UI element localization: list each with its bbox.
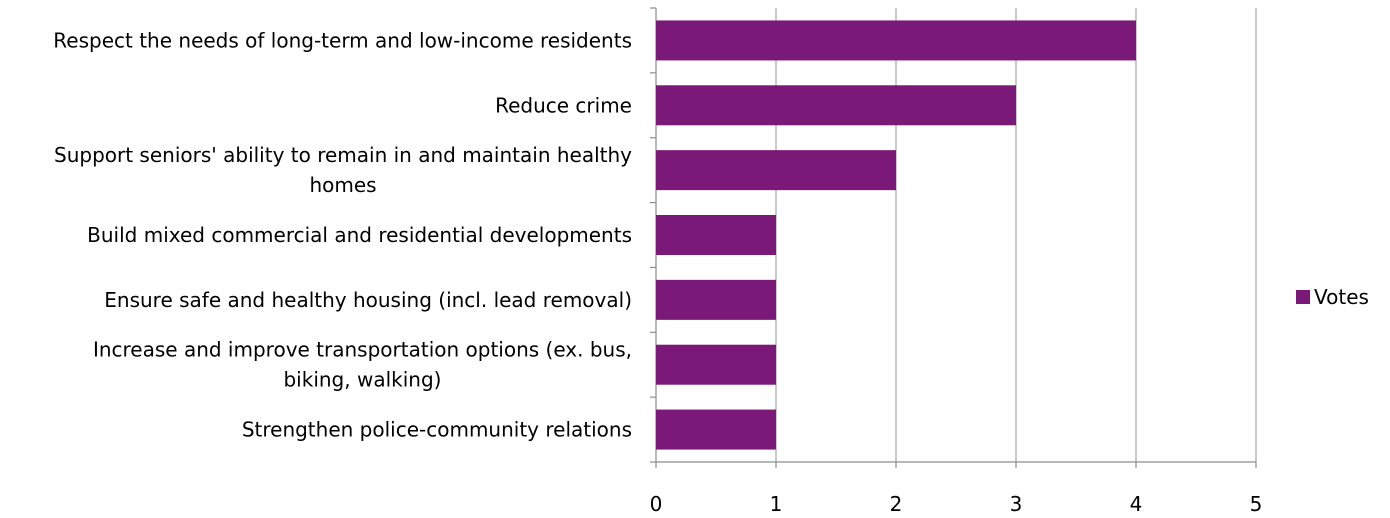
- category-label-line: Strengthen police-community relations: [242, 418, 632, 442]
- bar-7: [656, 409, 776, 450]
- x-tick-label-4: 4: [1130, 492, 1143, 516]
- grid-lines: [775, 8, 1257, 462]
- bar-1: [656, 20, 1136, 61]
- category-label-2: Reduce crime: [495, 93, 632, 117]
- category-label-7: Strengthen police-community relations: [242, 418, 632, 442]
- category-label-line: Reduce crime: [495, 93, 632, 117]
- category-label-3: Support seniors' ability to remain in an…: [54, 143, 632, 197]
- category-label-line: homes: [309, 173, 376, 197]
- bar-2: [656, 85, 1016, 126]
- x-tick-label-0: 0: [650, 492, 663, 516]
- legend-label-votes: Votes: [1314, 285, 1369, 309]
- category-label-line: Respect the needs of long-term and low-i…: [53, 28, 632, 52]
- category-label-line: Support seniors' ability to remain in an…: [54, 143, 632, 167]
- bar-6: [656, 344, 776, 385]
- legend-swatch-votes: [1296, 290, 1310, 304]
- x-tick-label-5: 5: [1250, 492, 1263, 516]
- x-tick-label-2: 2: [890, 492, 903, 516]
- category-label-4: Build mixed commercial and residential d…: [87, 223, 632, 247]
- x-tick-labels: 0 1 2 3 4 5: [650, 492, 1263, 516]
- category-label-line: Ensure safe and healthy housing (incl. l…: [104, 288, 632, 312]
- category-labels: Respect the needs of long-term and low-i…: [53, 28, 632, 441]
- category-label-line: biking, walking): [283, 368, 441, 392]
- category-label-line: Increase and improve transportation opti…: [93, 338, 632, 362]
- category-label-6: Increase and improve transportation opti…: [93, 338, 632, 392]
- bars: [656, 20, 1136, 450]
- category-label-line: Build mixed commercial and residential d…: [87, 223, 632, 247]
- category-label-5: Ensure safe and healthy housing (incl. l…: [104, 288, 632, 312]
- x-tick-label-1: 1: [770, 492, 783, 516]
- category-label-1: Respect the needs of long-term and low-i…: [53, 28, 632, 52]
- legend: Votes: [1296, 285, 1369, 309]
- bar-4: [656, 215, 776, 255]
- bar-5: [656, 279, 776, 320]
- bar-3: [656, 150, 896, 191]
- x-tick-label-3: 3: [1010, 492, 1023, 516]
